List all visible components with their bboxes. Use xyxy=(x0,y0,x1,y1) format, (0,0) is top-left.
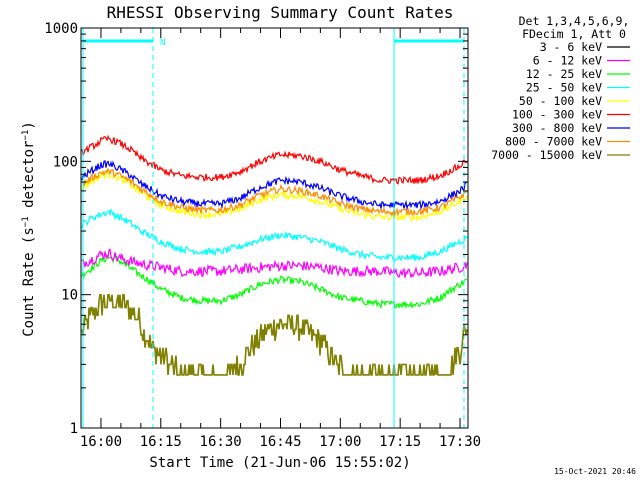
y-tick-label: 1000 xyxy=(44,21,78,37)
x-tick-label: 16:30 xyxy=(200,434,242,450)
y-axis-label-mid: detector xyxy=(21,141,37,217)
y-axis-label-main: Count Rate (s xyxy=(21,227,37,337)
legend-entry-label: 800 - 7000 keV xyxy=(505,135,602,149)
plot-frame xyxy=(80,27,469,429)
timestamp: 15-Oct-2021 20:46 xyxy=(554,467,636,476)
x-tick-label: 16:15 xyxy=(140,434,182,450)
series-line-6-12-kev xyxy=(81,248,468,278)
x-tick-label: 17:15 xyxy=(379,434,421,450)
y-axis-label: Count Rate (s−1 detector−1) xyxy=(21,121,37,337)
chart-title: RHESSI Observing Summary Count Rates xyxy=(107,3,454,22)
legend-entry-label: 300 - 800 keV xyxy=(512,121,602,135)
y-axis-label-exp2: −1 xyxy=(21,130,31,141)
series-line-300-800-kev xyxy=(81,160,468,211)
legend-entry-label: 12 - 25 keV xyxy=(526,67,602,81)
legend: Det 1,3,4,5,6,9,FDecim 1, Att 03 - 6 keV… xyxy=(491,14,630,162)
y-tick-label: 10 xyxy=(61,288,78,304)
y-tick-label: 100 xyxy=(53,154,78,170)
y-axis-label-exp1: −1 xyxy=(21,216,31,227)
y-tick-label: 1 xyxy=(70,421,78,437)
series-line-25-50-kev xyxy=(81,208,468,262)
y-axis: 1000 100 10 1 xyxy=(44,21,468,437)
legend-entry-label: 6 - 12 keV xyxy=(533,54,602,68)
series-line-50-100-kev xyxy=(81,170,468,222)
x-tick-label: 16:00 xyxy=(80,434,122,450)
series-line-100-300-kev xyxy=(81,134,468,185)
legend-entry-label: 50 - 100 keV xyxy=(519,94,602,108)
x-tick-label: 16:45 xyxy=(259,434,301,450)
y-axis-label-end: ) xyxy=(21,121,37,129)
x-axis-label: Start Time (21-Jun-06 15:55:02) xyxy=(149,455,410,471)
legend-entry-label: 25 - 50 keV xyxy=(526,81,602,95)
x-tick-label: 17:00 xyxy=(319,434,361,450)
series-line-12-25-kev xyxy=(81,254,468,310)
legend-header-line: Det 1,3,4,5,6,9, xyxy=(519,14,630,28)
overlay-layer: N xyxy=(82,28,465,428)
x-tick-label: 17:30 xyxy=(439,434,481,450)
series-layer xyxy=(81,134,468,376)
legend-header-line: FDecim 1, Att 0 xyxy=(522,27,626,41)
legend-entry-label: 100 - 300 keV xyxy=(512,108,602,122)
legend-entry-label: 3 - 6 keV xyxy=(540,40,602,54)
x-axis: 16:00 16:15 16:30 16:45 17:00 17:15 17:30 xyxy=(80,28,481,450)
interval-bar-label: N xyxy=(160,38,165,48)
legend-entry-label: 7000 - 15000 keV xyxy=(491,148,602,162)
series-line-800-7000-kev xyxy=(81,167,468,217)
series-line-7000-15000-kev xyxy=(81,293,468,376)
